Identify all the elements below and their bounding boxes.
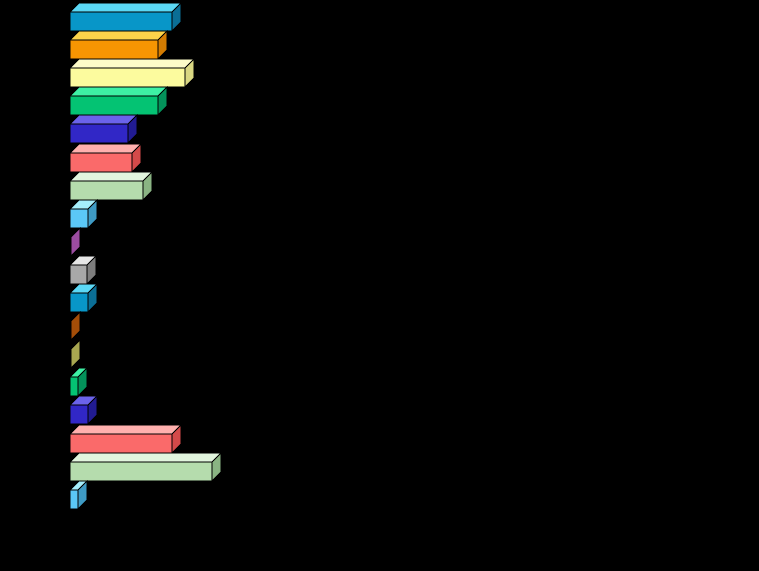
bar-16[interactable] [68, 423, 184, 456]
bar-13[interactable] [68, 338, 83, 371]
bar-15[interactable] [68, 395, 100, 427]
bar-2-front-face [69, 39, 159, 60]
bar-5[interactable] [68, 114, 140, 146]
bar-14-front-face [69, 376, 79, 397]
bar-3[interactable] [68, 57, 197, 90]
bar-10-front-face [69, 264, 88, 285]
bar-12-side-face [70, 310, 81, 342]
bar-4-top-face [68, 86, 169, 97]
bar-12-front-face [69, 320, 72, 341]
bar-11-front-face [69, 292, 89, 313]
bar-3-front-face [69, 67, 186, 88]
bar-7-front-face [69, 180, 144, 201]
bar-1-top-face [68, 2, 183, 13]
bar-5-top-face [68, 114, 139, 125]
bar-11[interactable] [68, 282, 100, 315]
bar-1-front-face [69, 11, 173, 32]
bar-12[interactable] [68, 310, 83, 343]
bar-8[interactable] [68, 198, 100, 231]
bar-6-front-face [69, 152, 133, 172]
bar-16-top-face [68, 424, 183, 434]
bar-14[interactable] [68, 367, 90, 399]
bar-17[interactable] [68, 451, 224, 484]
bar-8-front-face [69, 208, 89, 229]
bar-2[interactable] [68, 29, 170, 62]
bar-17-front-face [69, 461, 213, 482]
bar-7[interactable] [68, 170, 155, 203]
bar-6[interactable] [68, 142, 144, 175]
bar-7-top-face [68, 171, 154, 182]
bar-3-top-face [68, 58, 196, 69]
bar-5-front-face [69, 123, 129, 144]
bar-10[interactable] [68, 254, 99, 287]
bar-13-front-face [69, 348, 72, 369]
bar-9-side-face [70, 226, 81, 258]
bar-16-front-face [69, 433, 173, 453]
bar-4-front-face [69, 95, 159, 116]
bar-4[interactable] [68, 86, 170, 118]
bar-2-top-face [68, 30, 169, 41]
bar-18[interactable] [68, 479, 90, 512]
bar-18-front-face [69, 489, 79, 510]
bar-9[interactable] [68, 226, 83, 259]
bar-1[interactable] [68, 1, 184, 34]
bar-6-top-face [68, 143, 143, 153]
bar-17-top-face [68, 452, 223, 463]
bar-15-front-face [69, 404, 89, 425]
bar-9-front-face [69, 236, 72, 257]
bar-13-side-face [70, 338, 81, 370]
